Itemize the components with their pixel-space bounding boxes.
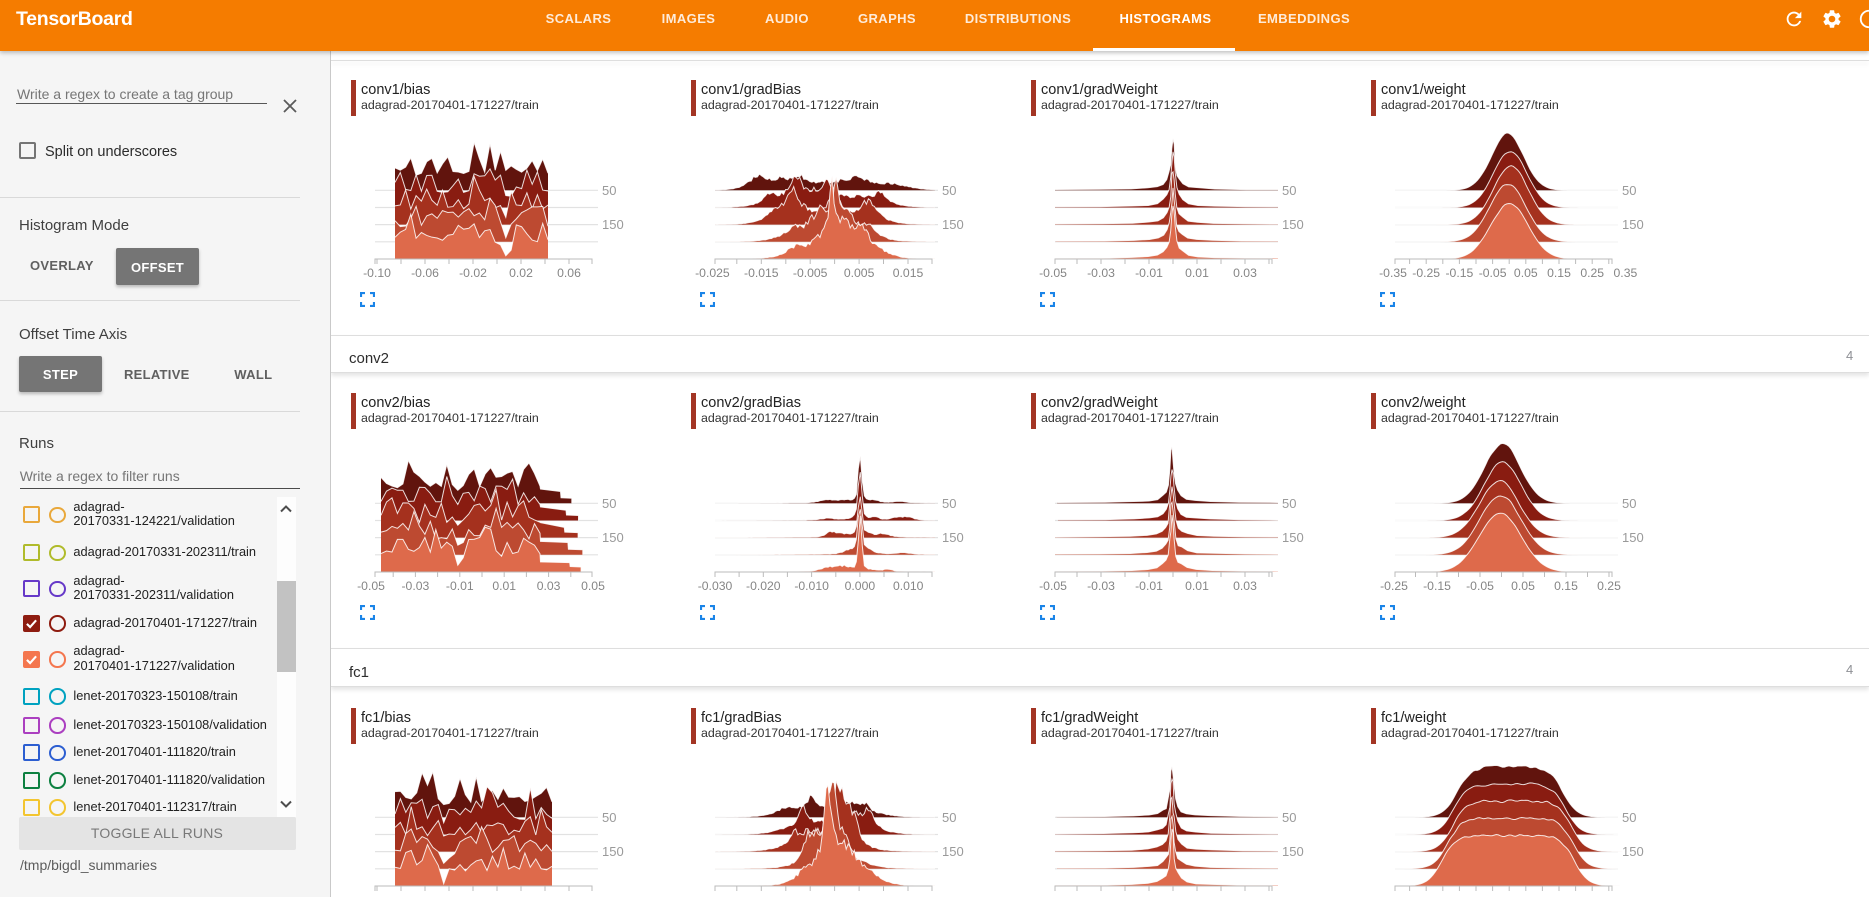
svg-text:50: 50 bbox=[1622, 496, 1636, 511]
svg-text:150: 150 bbox=[602, 844, 624, 859]
svg-text:0.25: 0.25 bbox=[1580, 266, 1604, 280]
svg-text:50: 50 bbox=[1622, 183, 1636, 198]
svg-text:-0.020: -0.020 bbox=[746, 579, 781, 593]
svg-text:0.015: 0.015 bbox=[893, 266, 924, 280]
svg-text:150: 150 bbox=[1622, 844, 1644, 859]
svg-text:50: 50 bbox=[1282, 183, 1296, 198]
svg-text:0.03: 0.03 bbox=[537, 579, 561, 593]
svg-text:-0.10: -0.10 bbox=[363, 266, 391, 280]
svg-text:50: 50 bbox=[1282, 496, 1296, 511]
svg-text:-0.03: -0.03 bbox=[1087, 579, 1115, 593]
svg-text:-0.01: -0.01 bbox=[446, 579, 474, 593]
svg-text:-0.25: -0.25 bbox=[1380, 579, 1408, 593]
svg-text:-0.05: -0.05 bbox=[1466, 579, 1494, 593]
svg-text:-0.015: -0.015 bbox=[744, 266, 779, 280]
svg-text:50: 50 bbox=[602, 809, 616, 824]
svg-text:0.01: 0.01 bbox=[492, 579, 516, 593]
svg-text:0.06: 0.06 bbox=[557, 266, 581, 280]
svg-text:50: 50 bbox=[602, 496, 616, 511]
svg-text:0.05: 0.05 bbox=[581, 579, 605, 593]
svg-text:-0.05: -0.05 bbox=[1039, 266, 1067, 280]
svg-text:-0.05: -0.05 bbox=[1479, 266, 1507, 280]
svg-text:0.15: 0.15 bbox=[1547, 266, 1571, 280]
svg-text:0.01: 0.01 bbox=[1185, 266, 1209, 280]
svg-text:0.05: 0.05 bbox=[1514, 266, 1538, 280]
svg-text:50: 50 bbox=[602, 183, 616, 198]
svg-text:-0.025: -0.025 bbox=[695, 266, 730, 280]
svg-text:150: 150 bbox=[1622, 217, 1644, 232]
svg-text:0.05: 0.05 bbox=[1511, 579, 1535, 593]
svg-text:-0.06: -0.06 bbox=[411, 266, 439, 280]
svg-text:-0.05: -0.05 bbox=[1039, 579, 1067, 593]
svg-text:-0.15: -0.15 bbox=[1423, 579, 1451, 593]
svg-text:0.25: 0.25 bbox=[1597, 579, 1621, 593]
svg-text:150: 150 bbox=[602, 530, 624, 545]
svg-text:-0.005: -0.005 bbox=[793, 266, 828, 280]
svg-text:-0.010: -0.010 bbox=[794, 579, 829, 593]
svg-text:150: 150 bbox=[1282, 530, 1304, 545]
svg-text:50: 50 bbox=[942, 183, 956, 198]
svg-text:-0.25: -0.25 bbox=[1412, 266, 1440, 280]
svg-text:0.000: 0.000 bbox=[845, 579, 876, 593]
svg-text:-0.35: -0.35 bbox=[1379, 266, 1407, 280]
svg-text:0.005: 0.005 bbox=[844, 266, 875, 280]
svg-text:0.01: 0.01 bbox=[1185, 579, 1209, 593]
svg-text:-0.03: -0.03 bbox=[402, 579, 430, 593]
svg-text:150: 150 bbox=[942, 530, 964, 545]
svg-text:0.02: 0.02 bbox=[509, 266, 533, 280]
svg-text:150: 150 bbox=[602, 217, 624, 232]
svg-text:-0.02: -0.02 bbox=[459, 266, 487, 280]
svg-text:0.03: 0.03 bbox=[1233, 266, 1257, 280]
svg-text:-0.01: -0.01 bbox=[1135, 266, 1163, 280]
svg-text:0.010: 0.010 bbox=[893, 579, 924, 593]
svg-text:0.15: 0.15 bbox=[1554, 579, 1578, 593]
svg-text:150: 150 bbox=[1622, 530, 1644, 545]
svg-text:50: 50 bbox=[1282, 809, 1296, 824]
svg-text:150: 150 bbox=[1282, 217, 1304, 232]
svg-text:-0.030: -0.030 bbox=[698, 579, 733, 593]
svg-text:50: 50 bbox=[942, 496, 956, 511]
svg-text:-0.05: -0.05 bbox=[357, 579, 385, 593]
svg-text:-0.03: -0.03 bbox=[1087, 266, 1115, 280]
svg-text:150: 150 bbox=[942, 217, 964, 232]
svg-text:0.35: 0.35 bbox=[1614, 266, 1638, 280]
svg-text:-0.15: -0.15 bbox=[1446, 266, 1474, 280]
svg-text:50: 50 bbox=[942, 809, 956, 824]
svg-text:0.03: 0.03 bbox=[1233, 579, 1257, 593]
svg-text:150: 150 bbox=[942, 844, 964, 859]
svg-text:-0.01: -0.01 bbox=[1135, 579, 1163, 593]
svg-text:150: 150 bbox=[1282, 844, 1304, 859]
svg-text:50: 50 bbox=[1622, 809, 1636, 824]
